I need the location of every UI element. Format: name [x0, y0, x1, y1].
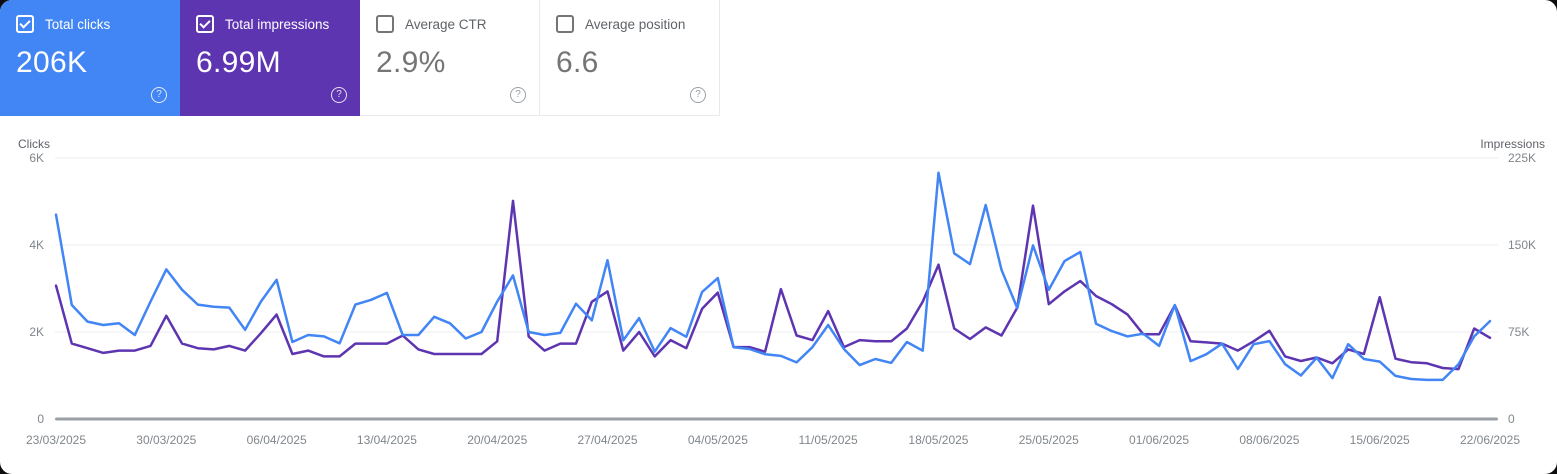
date-label: 08/06/2025	[1239, 433, 1300, 447]
total-impressions-label: Total impressions	[225, 16, 330, 32]
right-axis-tick: 75K	[1508, 325, 1530, 339]
average-position-label: Average position	[585, 16, 686, 32]
right-axis-tick: 0	[1508, 412, 1515, 426]
total-clicks-checkbox[interactable]	[16, 15, 34, 33]
date-label: 25/05/2025	[1018, 433, 1079, 447]
date-label: 15/06/2025	[1349, 433, 1410, 447]
date-label: 20/04/2025	[467, 433, 528, 447]
date-label: 06/04/2025	[246, 433, 307, 447]
date-label: 13/04/2025	[356, 433, 417, 447]
left-axis-tick: 2K	[29, 325, 44, 339]
date-label: 01/06/2025	[1129, 433, 1190, 447]
help-icon[interactable]: ?	[690, 87, 706, 103]
total-clicks-label: Total clicks	[45, 16, 111, 32]
right-axis-title: Impressions	[1480, 137, 1545, 151]
x-axis-line	[55, 417, 1498, 421]
average-ctr-checkbox[interactable]	[376, 15, 394, 33]
impressions-line	[54, 199, 1492, 371]
total-impressions-checkbox[interactable]	[196, 15, 214, 33]
date-label: 11/05/2025	[798, 433, 858, 447]
left-axis-title: Clicks	[18, 137, 50, 151]
average-position-value: 6.6	[556, 46, 599, 79]
help-icon[interactable]: ?	[151, 87, 167, 103]
average-position-card[interactable]: Average position 6.6 ?	[540, 0, 720, 116]
help-icon[interactable]: ?	[331, 87, 347, 103]
total-clicks-card[interactable]: Total clicks 206K ?	[0, 0, 180, 116]
date-label: 23/03/2025	[25, 433, 87, 447]
average-position-checkbox[interactable]	[556, 15, 574, 33]
total-clicks-value: 206K	[16, 46, 88, 79]
left-axis-tick: 0	[37, 412, 44, 426]
date-label: 30/03/2025	[136, 433, 197, 447]
left-axis-tick: 6K	[29, 151, 44, 165]
average-ctr-value: 2.9%	[376, 46, 446, 79]
right-axis-tick: 225K	[1508, 151, 1537, 165]
right-axis-tick: 150K	[1508, 238, 1537, 252]
date-label: 22/06/2025	[1459, 433, 1521, 447]
average-ctr-card[interactable]: Average CTR 2.9% ?	[360, 0, 540, 116]
average-ctr-label: Average CTR	[405, 16, 487, 32]
clicks-line	[54, 171, 1492, 382]
metric-cards: Total clicks 206K ? Total impressions 6.…	[0, 0, 720, 117]
date-label: 04/05/2025	[687, 433, 748, 447]
left-axis-tick: 4K	[29, 238, 44, 252]
total-impressions-card[interactable]: Total impressions 6.99M ?	[180, 0, 360, 116]
help-icon[interactable]: ?	[510, 87, 526, 103]
date-label: 27/04/2025	[577, 433, 638, 447]
total-impressions-value: 6.99M	[196, 46, 281, 79]
date-label: 18/05/2025	[908, 433, 969, 447]
